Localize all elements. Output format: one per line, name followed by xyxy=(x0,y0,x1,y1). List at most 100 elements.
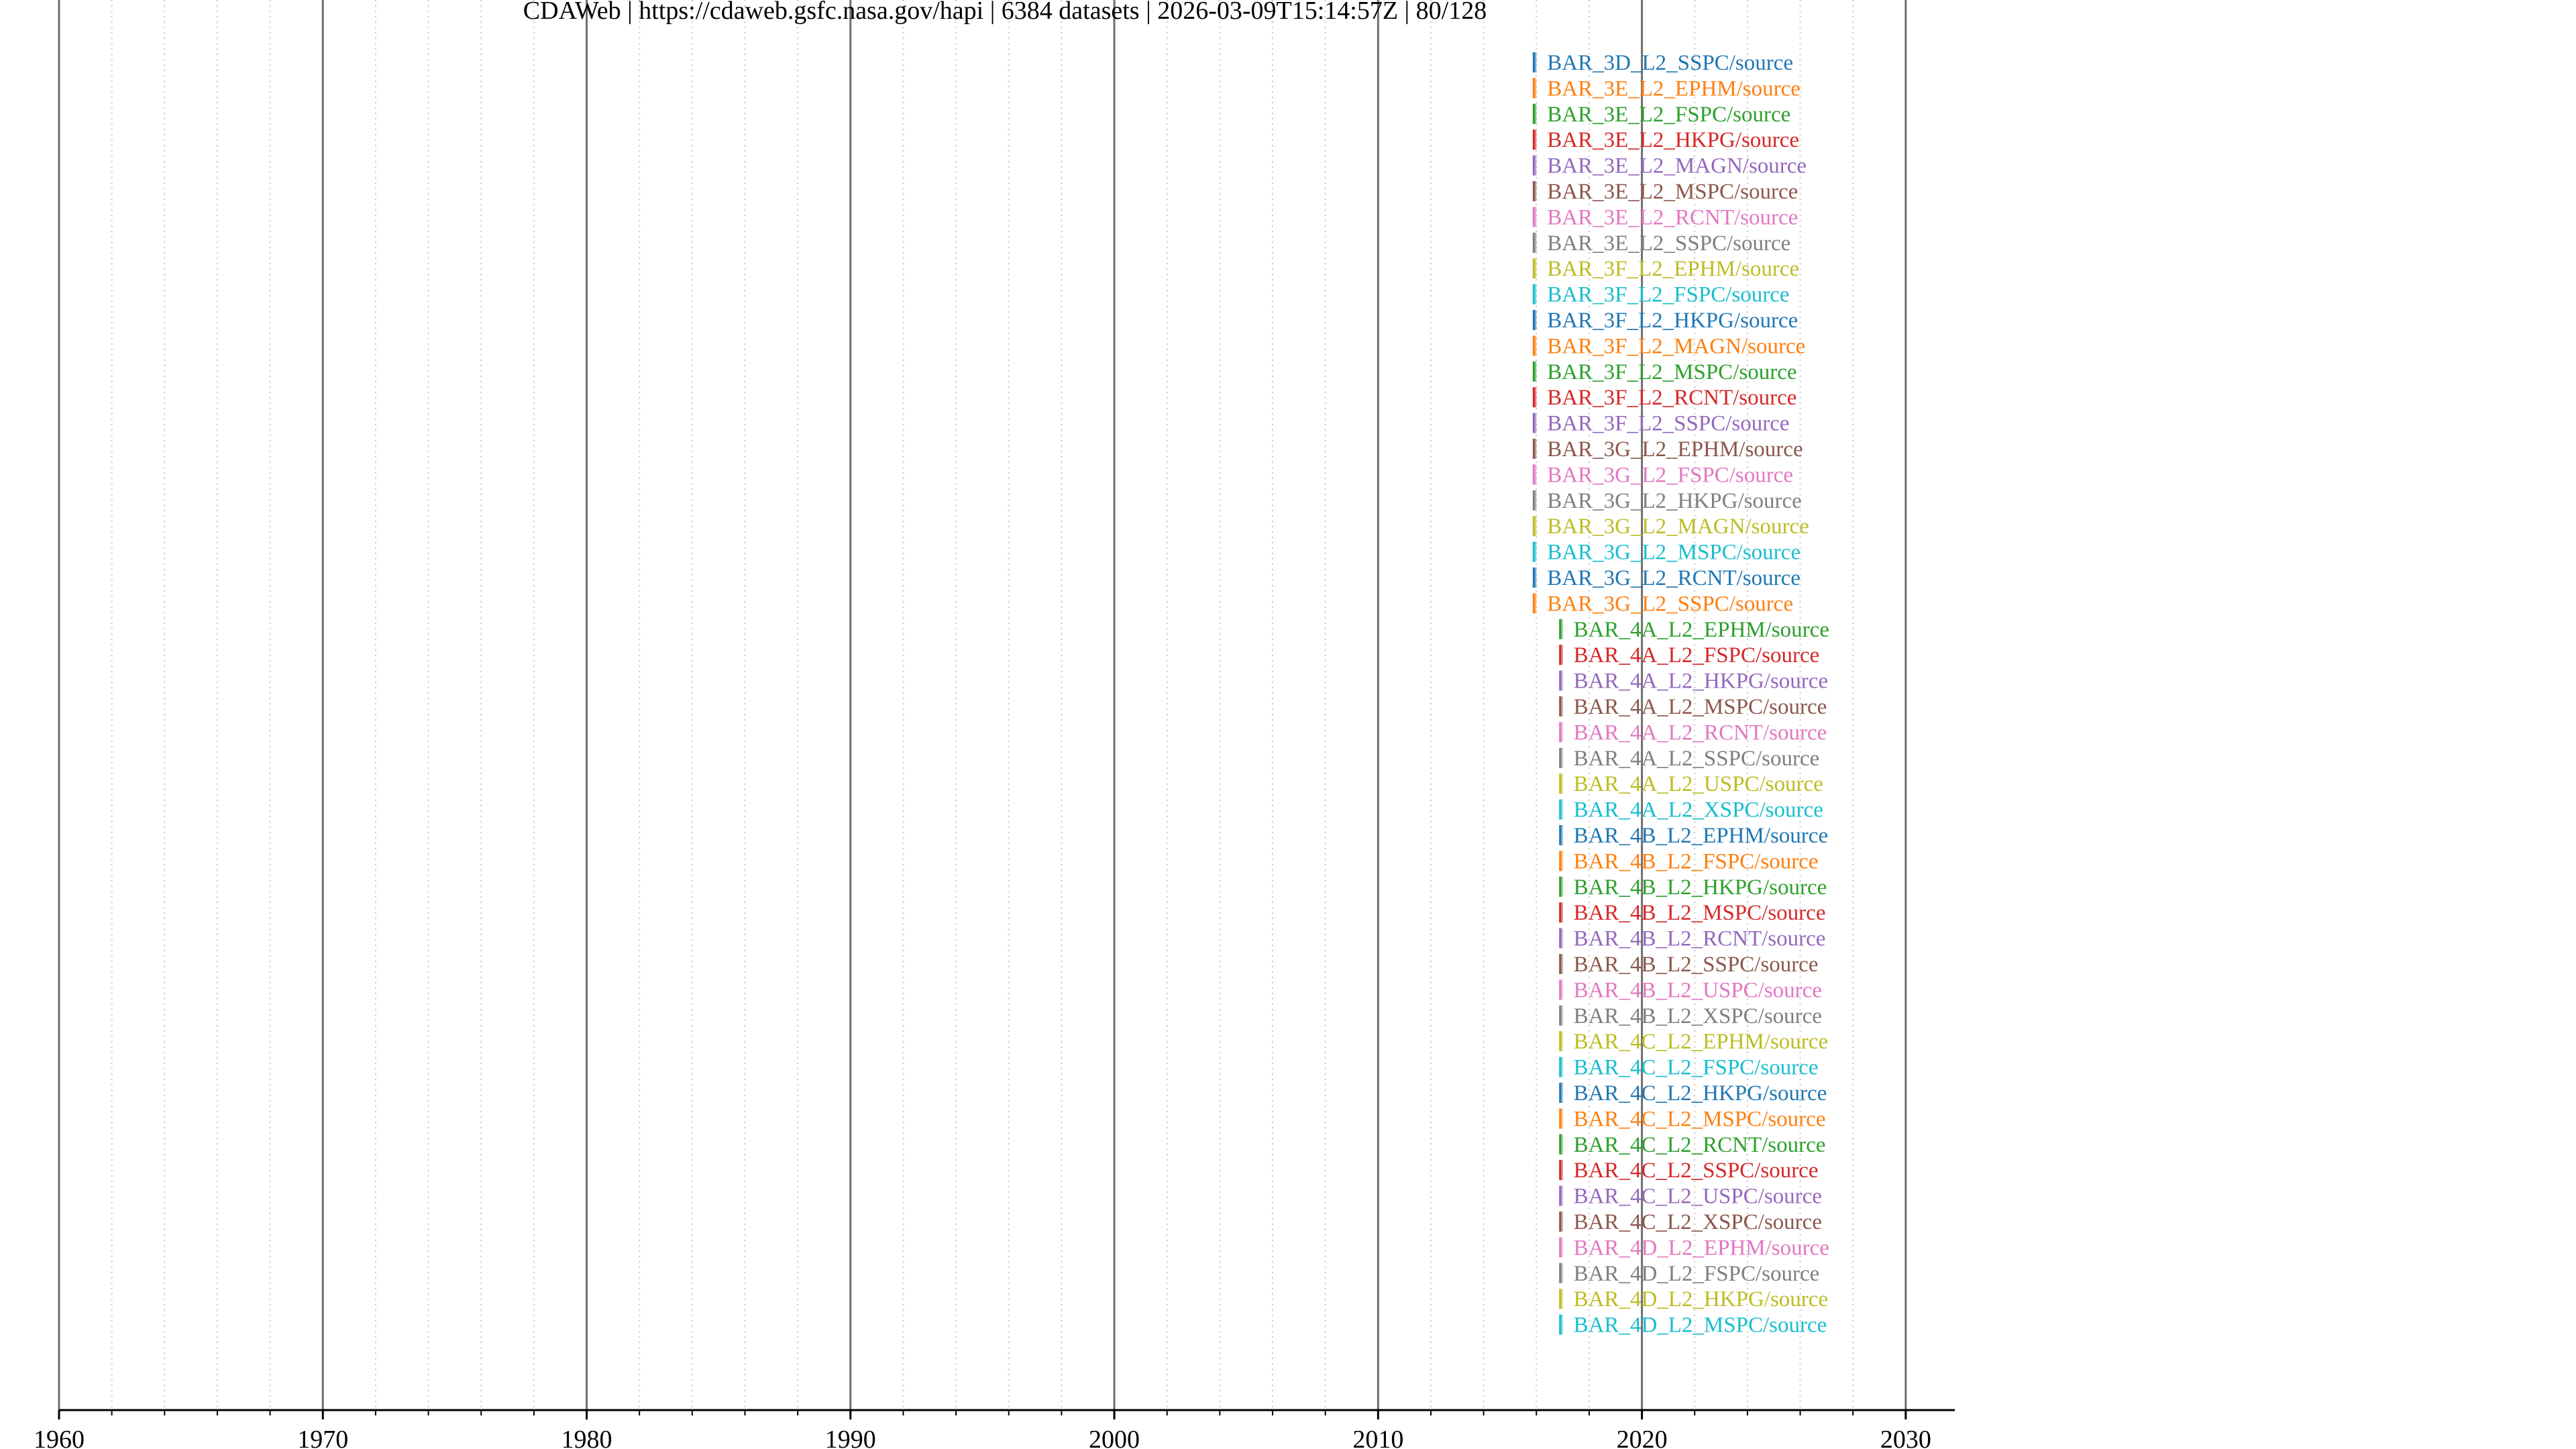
dataset-label: BAR_4C_L2_FSPC/source xyxy=(1574,1056,1819,1080)
dataset-row: BAR_3F_L2_MAGN/source xyxy=(1532,334,1805,358)
dataset-label: BAR_4B_L2_RCNT/source xyxy=(1574,927,1826,951)
dataset-label: BAR_3E_L2_MAGN/source xyxy=(1547,154,1807,178)
dataset-label: BAR_4D_L2_FSPC/source xyxy=(1574,1262,1820,1286)
dataset-row: BAR_3F_L2_SSPC/source xyxy=(1532,412,1790,436)
dataset-interval-fill xyxy=(1534,207,1537,227)
dataset-row: BAR_4D_L2_EPHM/source xyxy=(1559,1236,1829,1260)
dataset-row: BAR_4C_L2_FSPC/source xyxy=(1559,1056,1819,1080)
dataset-label: BAR_4B_L2_XSPC/source xyxy=(1574,1004,1822,1028)
dataset-row: BAR_3F_L2_EPHM/source xyxy=(1532,257,1799,281)
dataset-row: BAR_4A_L2_FSPC/source xyxy=(1559,643,1820,667)
dataset-interval-fill xyxy=(1534,181,1537,201)
dataset-interval-fill xyxy=(1560,1237,1563,1258)
dataset-interval-fill xyxy=(1560,1160,1563,1181)
dataset-interval-fill xyxy=(1534,541,1537,562)
dataset-interval-fill xyxy=(1560,799,1563,820)
dataset-row: BAR_4D_L2_HKPG/source xyxy=(1559,1287,1828,1311)
dataset-label: BAR_3F_L2_RCNT/source xyxy=(1547,386,1796,410)
dataset-interval-fill xyxy=(1560,696,1563,716)
dataset-label: BAR_3E_L2_MSPC/source xyxy=(1547,180,1798,204)
dataset-row: BAR_3G_L2_FSPC/source xyxy=(1532,463,1793,487)
x-tick-label: 1970 xyxy=(297,1426,348,1449)
dataset-label: BAR_3E_L2_HKPG/source xyxy=(1547,128,1799,152)
dataset-interval-fill xyxy=(1560,747,1563,768)
dataset-label: BAR_3G_L2_EPHM/source xyxy=(1547,437,1803,462)
dataset-row: BAR_3G_L2_MAGN/source xyxy=(1532,515,1809,539)
dataset-row: BAR_4A_L2_SSPC/source xyxy=(1559,747,1820,771)
dataset-label: BAR_3G_L2_HKPG/source xyxy=(1547,489,1801,513)
x-tick-label: 1990 xyxy=(825,1426,876,1449)
dataset-row: BAR_4D_L2_MSPC/source xyxy=(1559,1313,1827,1338)
dataset-label: BAR_3G_L2_FSPC/source xyxy=(1547,463,1793,487)
dataset-label: BAR_4D_L2_HKPG/source xyxy=(1574,1287,1828,1311)
dataset-label: BAR_4A_L2_XSPC/source xyxy=(1574,798,1823,822)
dataset-label: BAR_3E_L2_SSPC/source xyxy=(1547,231,1790,256)
dataset-label: BAR_4C_L2_SSPC/source xyxy=(1574,1159,1819,1183)
dataset-label: BAR_3G_L2_MSPC/source xyxy=(1547,541,1801,565)
dataset-row: BAR_4C_L2_USPC/source xyxy=(1559,1185,1822,1209)
dataset-row: BAR_4C_L2_MSPC/source xyxy=(1559,1107,1826,1131)
dataset-label: BAR_4C_L2_EPHM/source xyxy=(1574,1030,1829,1054)
dataset-row: BAR_3E_L2_RCNT/source xyxy=(1532,205,1798,229)
dataset-row: BAR_4C_L2_EPHM/source xyxy=(1559,1030,1829,1054)
dataset-interval-fill xyxy=(1560,1108,1563,1129)
dataset-row: BAR_4B_L2_SSPC/source xyxy=(1559,953,1819,977)
dataset-label: BAR_4A_L2_SSPC/source xyxy=(1574,747,1820,771)
dataset-interval-fill xyxy=(1560,670,1563,691)
dataset-label: BAR_4A_L2_EPHM/source xyxy=(1574,618,1829,642)
dataset-label: BAR_4A_L2_FSPC/source xyxy=(1574,643,1820,667)
dataset-interval-fill xyxy=(1560,645,1563,665)
dataset-interval-fill xyxy=(1534,310,1537,330)
dataset-row: BAR_3E_L2_HKPG/source xyxy=(1532,128,1799,152)
dataset-label: BAR_4B_L2_HKPG/source xyxy=(1574,875,1827,900)
dataset-label: BAR_4C_L2_MSPC/source xyxy=(1574,1107,1826,1131)
dataset-row: BAR_4A_L2_EPHM/source xyxy=(1559,618,1829,642)
dataset-series: BAR_3D_L2_SSPC/sourceBAR_3E_L2_EPHM/sour… xyxy=(1532,51,1829,1338)
dataset-row: BAR_3G_L2_RCNT/source xyxy=(1532,566,1801,590)
dataset-row: BAR_3E_L2_SSPC/source xyxy=(1532,231,1790,256)
dataset-row: BAR_4C_L2_XSPC/source xyxy=(1559,1210,1822,1234)
x-tick-label: 2020 xyxy=(1617,1426,1668,1449)
dataset-row: BAR_4B_L2_HKPG/source xyxy=(1559,875,1827,900)
dataset-interval-fill xyxy=(1560,928,1563,949)
dataset-label: BAR_4C_L2_RCNT/source xyxy=(1574,1133,1826,1157)
dataset-interval-fill xyxy=(1560,876,1563,897)
dataset-row: BAR_3E_L2_FSPC/source xyxy=(1532,103,1790,127)
dataset-interval-fill xyxy=(1560,1185,1563,1206)
dataset-label: BAR_4D_L2_EPHM/source xyxy=(1574,1236,1829,1260)
dataset-row: BAR_3E_L2_MAGN/source xyxy=(1532,154,1807,178)
dataset-interval-fill xyxy=(1560,954,1563,974)
dataset-row: BAR_4B_L2_USPC/source xyxy=(1559,978,1822,1002)
dataset-label: BAR_4A_L2_USPC/source xyxy=(1574,772,1823,796)
dataset-label: BAR_4B_L2_EPHM/source xyxy=(1574,824,1829,848)
dataset-label: BAR_3F_L2_EPHM/source xyxy=(1547,257,1799,281)
x-tick-label: 2030 xyxy=(1880,1426,1931,1449)
dataset-interval-fill xyxy=(1534,103,1537,124)
dataset-label: BAR_3E_L2_EPHM/source xyxy=(1547,76,1801,101)
dataset-interval-fill xyxy=(1560,1212,1563,1232)
dataset-row: BAR_4C_L2_RCNT/source xyxy=(1559,1133,1826,1157)
dataset-interval-fill xyxy=(1560,1031,1563,1052)
dataset-interval-fill xyxy=(1534,361,1537,382)
dataset-label: BAR_4B_L2_MSPC/source xyxy=(1574,901,1826,925)
dataset-label: BAR_4B_L2_SSPC/source xyxy=(1574,953,1819,977)
dataset-interval-fill xyxy=(1534,129,1537,150)
dataset-row: BAR_4C_L2_HKPG/source xyxy=(1559,1081,1827,1106)
dataset-row: BAR_4D_L2_FSPC/source xyxy=(1559,1262,1820,1286)
dataset-row: BAR_3E_L2_MSPC/source xyxy=(1532,180,1798,204)
dataset-row: BAR_4A_L2_RCNT/source xyxy=(1559,720,1827,745)
dataset-label: BAR_3F_L2_HKPG/source xyxy=(1547,309,1798,333)
dataset-label: BAR_4A_L2_HKPG/source xyxy=(1574,669,1828,694)
dataset-row: BAR_4A_L2_HKPG/source xyxy=(1559,669,1828,694)
dataset-interval-fill xyxy=(1560,825,1563,845)
dataset-label: BAR_4C_L2_HKPG/source xyxy=(1574,1081,1827,1106)
dataset-row: BAR_3E_L2_EPHM/source xyxy=(1532,76,1801,101)
dataset-interval-fill xyxy=(1534,284,1537,305)
dataset-label: BAR_3G_L2_SSPC/source xyxy=(1547,592,1793,616)
dataset-row: BAR_3G_L2_HKPG/source xyxy=(1532,489,1802,513)
dataset-label: BAR_3E_L2_RCNT/source xyxy=(1547,205,1798,229)
dataset-label: BAR_3F_L2_SSPC/source xyxy=(1547,412,1789,436)
dataset-label: BAR_4C_L2_USPC/source xyxy=(1574,1185,1822,1209)
dataset-interval-fill xyxy=(1534,568,1537,588)
